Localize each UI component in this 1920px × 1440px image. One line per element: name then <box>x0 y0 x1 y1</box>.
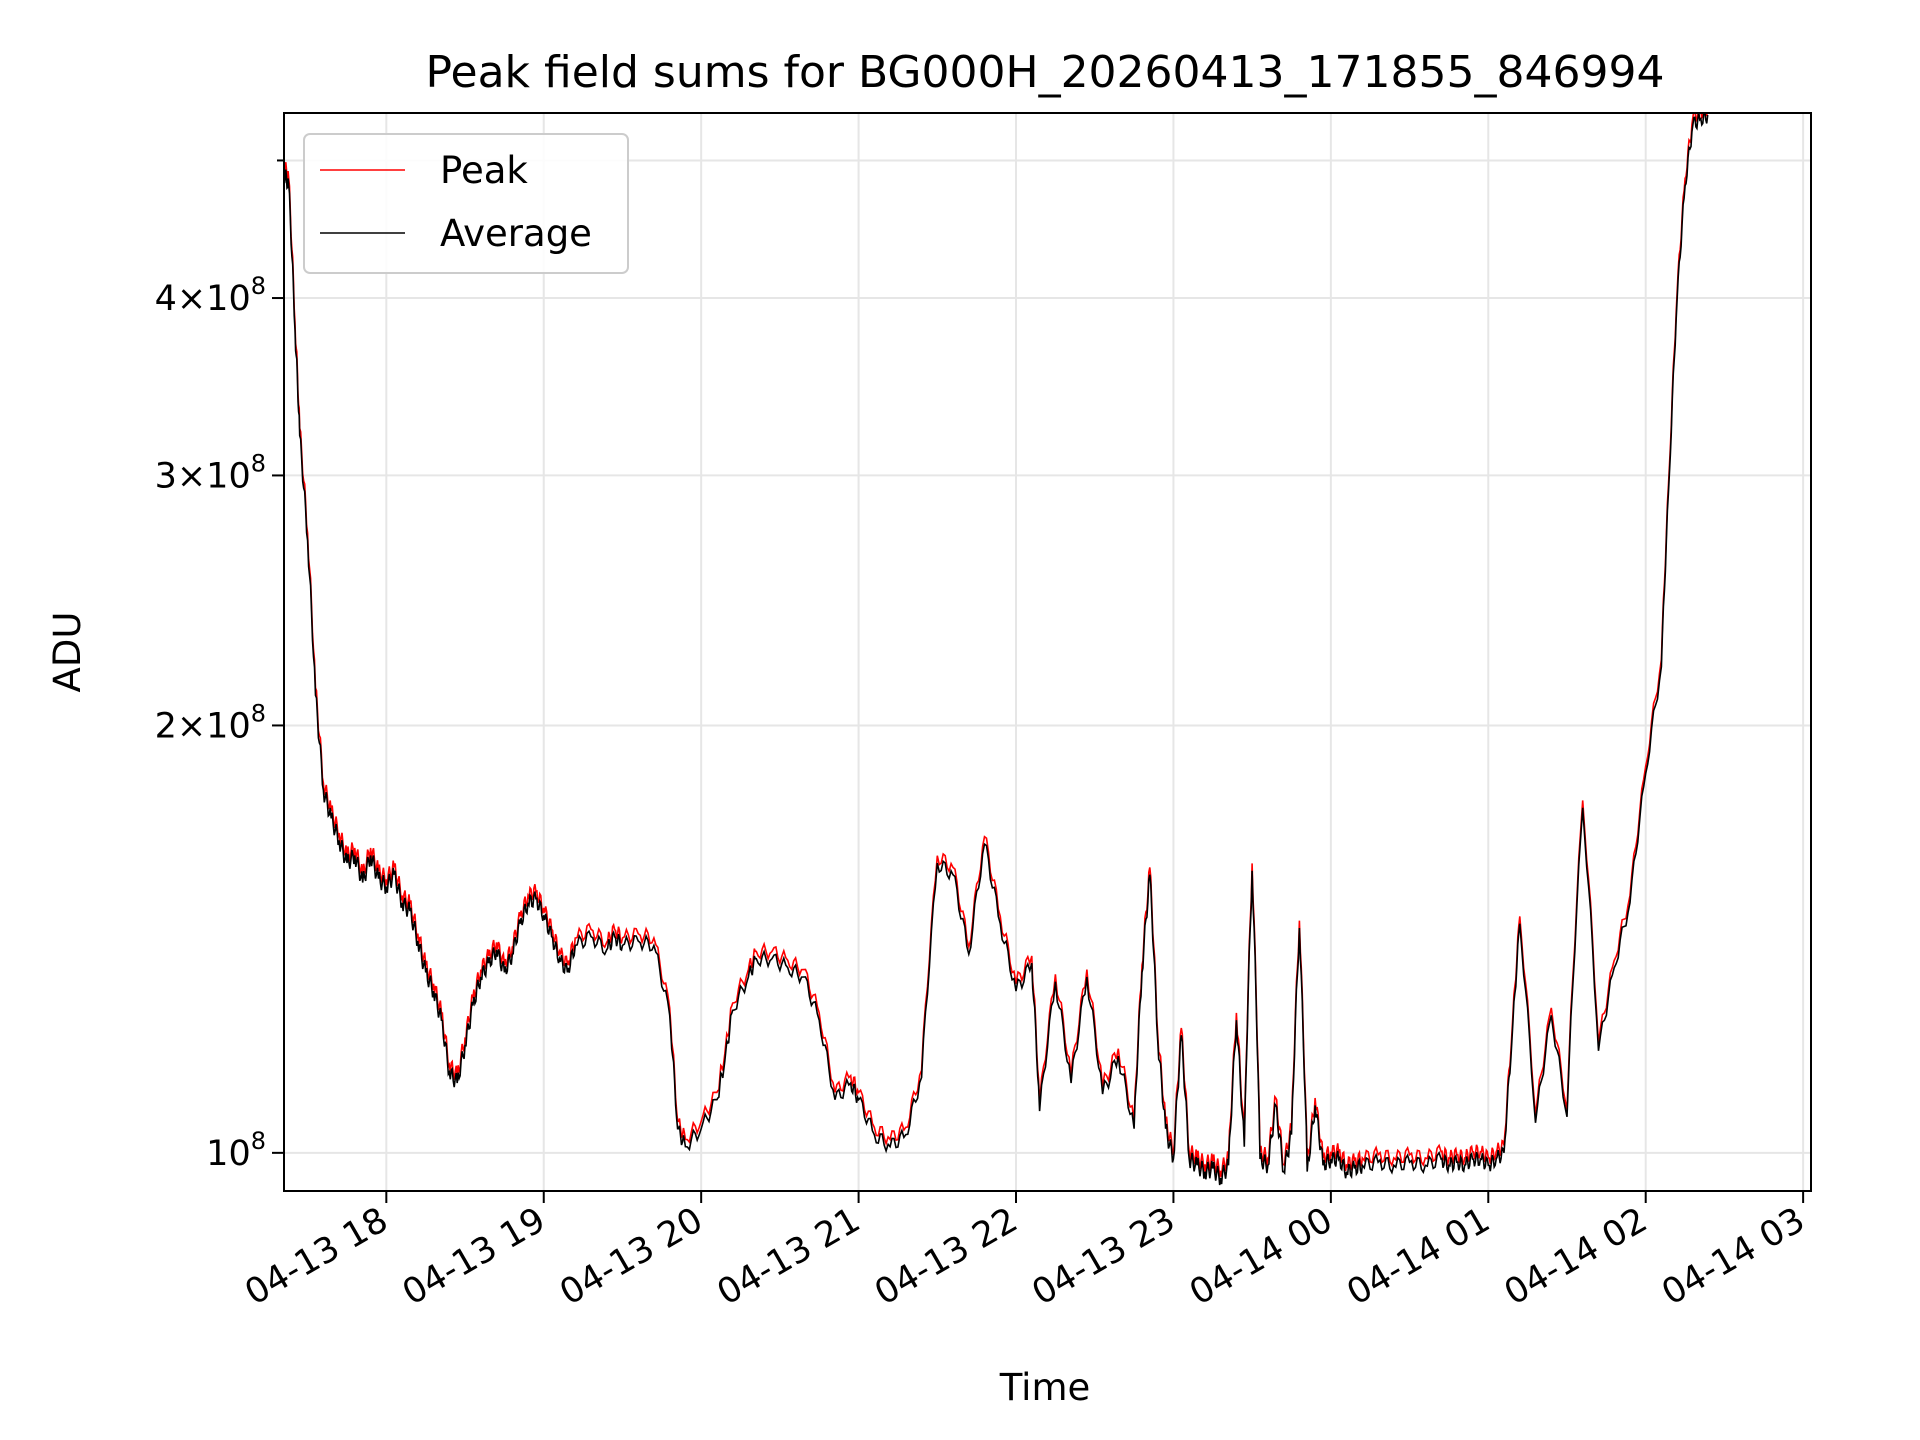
x-axis-label: Time <box>999 1366 1091 1409</box>
y-tick-label: 4×108 <box>155 272 266 319</box>
legend-label-peak: Peak <box>440 149 528 192</box>
series-line-peak <box>284 113 1708 1178</box>
y-tick-exponent: 8 <box>251 272 266 300</box>
legend: Peak Average <box>303 133 629 274</box>
y-tick-mantissa: 10 <box>206 1134 251 1174</box>
y-tick-label: 108 <box>206 1127 266 1174</box>
series-line-average <box>284 113 1709 1186</box>
y-tick-label: 2×108 <box>155 699 266 746</box>
legend-box <box>303 133 629 274</box>
plot-area <box>284 113 1709 1186</box>
y-axis-label: ADU <box>46 612 89 693</box>
y-tick-label: 3×108 <box>155 449 266 496</box>
y-tick-exponent: 8 <box>251 1127 266 1155</box>
y-tick-mantissa: 4×10 <box>155 279 251 319</box>
y-tick-exponent: 8 <box>251 449 266 477</box>
grid <box>284 113 1811 1191</box>
axes-frame <box>283 112 1812 1192</box>
y-tick-exponent: 8 <box>251 699 266 727</box>
y-tick-mantissa: 3×10 <box>155 456 251 496</box>
legend-label-average: Average <box>440 212 592 255</box>
y-tick-mantissa: 2×10 <box>155 706 251 746</box>
chart-title: Peak field sums for BG000H_20260413_1718… <box>426 47 1665 98</box>
